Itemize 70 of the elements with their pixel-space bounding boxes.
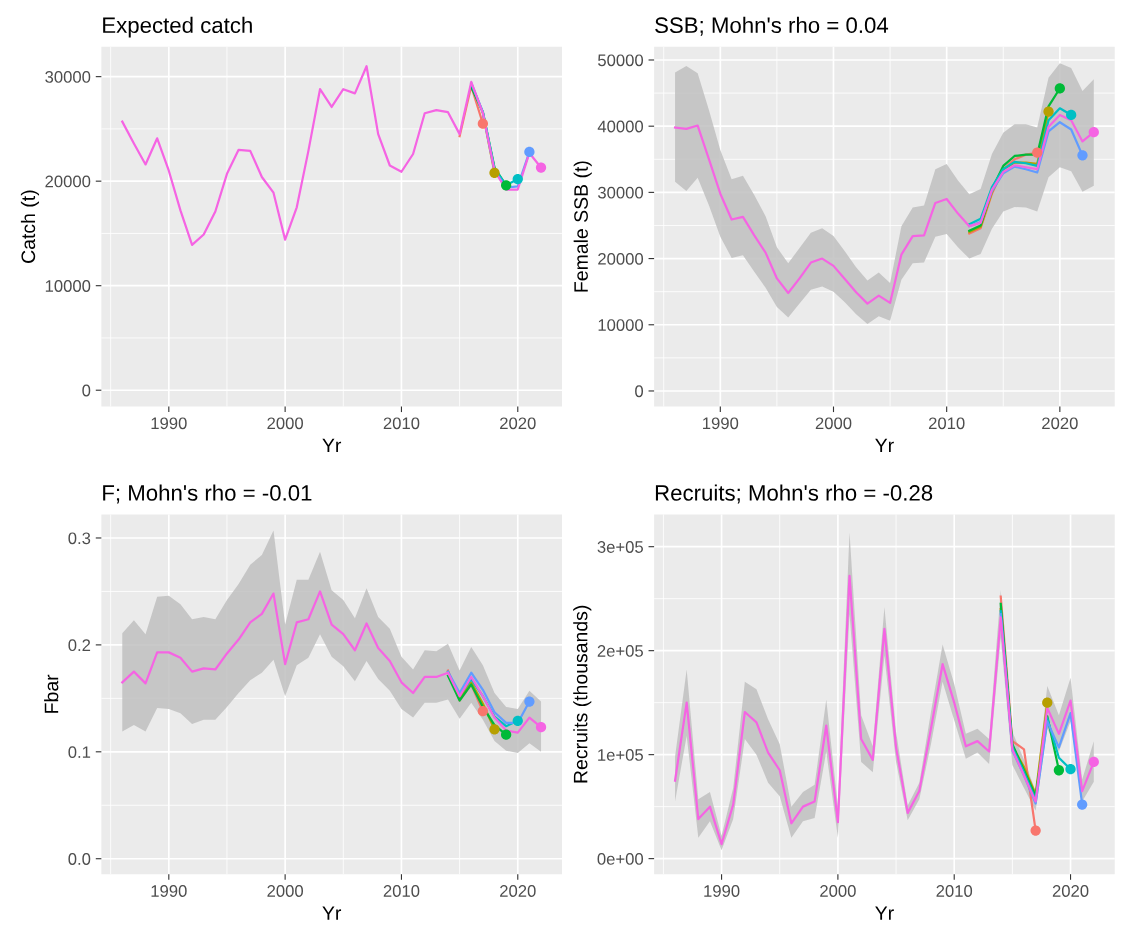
chart-title: SSB; Mohn's rho = 0.04 [655, 16, 889, 36]
x-tick-label: 2020 [500, 417, 536, 430]
y-tick-label: 0.2 [68, 639, 91, 652]
y-tick-label: 40000 [597, 120, 644, 133]
point [477, 706, 489, 717]
point [1030, 825, 1041, 836]
y-tick-label: 0 [82, 384, 91, 397]
chart-title: Expected catch [103, 16, 252, 38]
point [1088, 126, 1099, 138]
x-tick-label: 2010 [383, 417, 420, 430]
y-tick-label: 30000 [597, 186, 644, 199]
point [524, 696, 535, 707]
point [500, 180, 512, 191]
x-tick-label: 1990 [151, 417, 187, 430]
x-tick-label: 2000 [267, 885, 304, 897]
x-tick-label: 2020 [1052, 885, 1089, 897]
y-tick-label: 0e+00 [597, 853, 644, 865]
point [489, 724, 500, 735]
x-axis-title: Yr [322, 438, 342, 453]
x-tick-label: 1990 [703, 417, 739, 430]
point [1054, 83, 1065, 94]
point [512, 715, 523, 726]
point [535, 162, 547, 173]
x-tick-label: 2010 [928, 417, 965, 430]
y-axis-title: Catch (t) [20, 190, 40, 263]
y-tick-label: 10000 [598, 319, 644, 331]
y-tick-label: 0.0 [68, 853, 91, 865]
point [477, 118, 489, 129]
y-tick-label: 0 [635, 385, 644, 398]
y-tick-label: 3e+05 [597, 541, 643, 553]
chart-title: Recruits; Mohn's rho = -0.28 [655, 484, 933, 504]
point [1077, 150, 1088, 161]
y-tick-label: 30000 [45, 71, 91, 83]
point [500, 729, 512, 740]
x-axis-title: Yr [322, 906, 342, 920]
point [1088, 756, 1099, 768]
x-tick-label: 2010 [936, 885, 973, 897]
point [1053, 765, 1065, 776]
point [512, 173, 523, 185]
y-tick-label: 0.1 [68, 746, 91, 759]
chart-title: F; Mohn's rho = -0.01 [103, 484, 312, 504]
point [524, 146, 535, 158]
y-tick-label: 10000 [45, 280, 91, 292]
point [1042, 697, 1053, 708]
x-axis-title: Yr [875, 906, 894, 920]
y-tick-label: 2e+05 [597, 645, 643, 657]
y-tick-label: 1e+05 [598, 749, 643, 761]
x-tick-label: 2000 [820, 885, 856, 897]
point [489, 167, 500, 178]
point [1077, 799, 1088, 810]
x-tick-label: 2020 [500, 885, 536, 897]
y-axis-title: Recruits (thousands) [573, 605, 592, 783]
y-axis-title: Fbar [44, 674, 59, 713]
y-tick-label: 20000 [598, 252, 644, 265]
y-axis-title: Female SSB (t) [573, 161, 592, 292]
point [535, 722, 547, 733]
y-tick-label: 50000 [598, 54, 644, 67]
point [1066, 109, 1077, 121]
x-tick-label: 2000 [267, 417, 304, 430]
x-tick-label: 2000 [815, 417, 852, 430]
x-tick-label: 1990 [704, 885, 740, 897]
x-tick-label: 1990 [151, 885, 187, 897]
point [1065, 764, 1076, 775]
y-tick-label: 20000 [45, 175, 91, 188]
y-tick-label: 0.3 [68, 532, 91, 545]
x-axis-title: Yr [875, 438, 894, 453]
x-tick-label: 2020 [1042, 417, 1078, 430]
point [1032, 147, 1043, 158]
x-tick-label: 2010 [383, 885, 420, 897]
point [1043, 106, 1054, 117]
